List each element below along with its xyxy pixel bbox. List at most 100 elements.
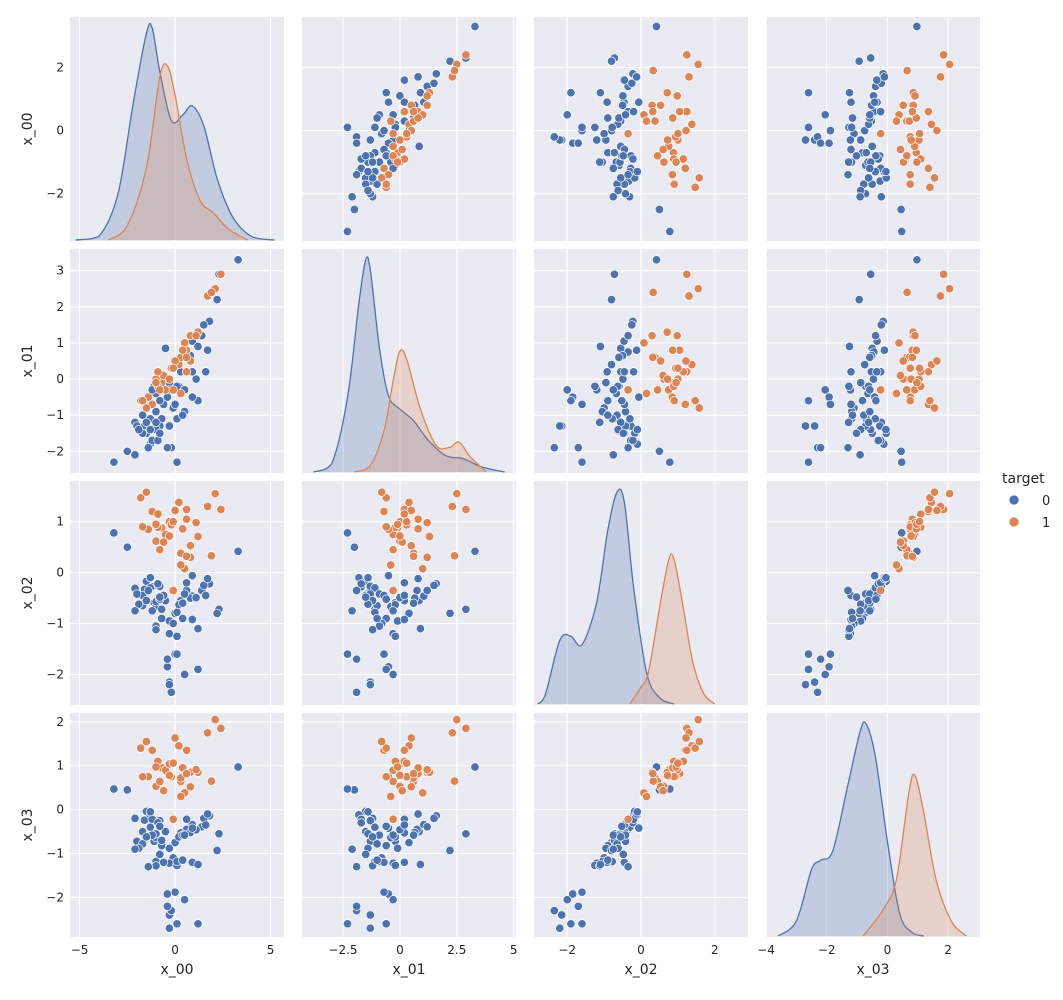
panel-x_02-vs-x_02 — [534, 481, 748, 705]
scatter-point-target-0 — [810, 677, 820, 687]
scatter-point-target-0 — [429, 78, 439, 88]
scatter-point-target-0 — [170, 399, 180, 409]
scatter-point-target-0 — [813, 687, 823, 697]
scatter-point-target-0 — [846, 399, 856, 409]
scatter-point-target-1 — [461, 504, 471, 515]
scatter-point-target-0 — [629, 107, 639, 117]
scatter-point-target-1 — [662, 327, 672, 337]
scatter-point-target-1 — [395, 135, 405, 145]
panel-x_01-vs-x_00: −2 −1 0 1 2 3 x_01 — [20, 249, 284, 473]
scatter-point-target-1 — [667, 170, 677, 180]
scatter-point-target-0 — [461, 604, 471, 614]
scatter-point-target-0 — [370, 122, 380, 132]
scatter-point-target-0 — [627, 320, 637, 330]
legend-title: target — [1002, 471, 1045, 487]
scatter-point-target-1 — [945, 284, 955, 294]
scatter-point-target-1 — [216, 504, 226, 515]
scatter-point-target-0 — [132, 589, 142, 599]
kde-line-target-1 — [107, 63, 249, 241]
scatter-point-target-1 — [906, 135, 916, 145]
scatter-point-target-0 — [122, 446, 132, 456]
scatter-point-target-1 — [155, 385, 165, 395]
scatter-point-target-0 — [577, 919, 587, 929]
scatter-point-target-1 — [876, 129, 886, 139]
scatter-point-target-0 — [404, 608, 414, 618]
scatter-point-target-0 — [872, 367, 882, 377]
scatter-point-target-0 — [193, 624, 203, 634]
scatter-point-target-0 — [865, 606, 875, 616]
scatter-point-target-1 — [447, 728, 457, 738]
scatter-point-target-0 — [212, 295, 222, 305]
scatter-point-target-0 — [422, 822, 432, 832]
scatter-point-target-1 — [386, 116, 396, 126]
y-tick-label: −2 — [46, 667, 64, 681]
scatter-point-target-0 — [616, 832, 626, 842]
scatter-point-target-0 — [352, 585, 362, 596]
scatter-point-target-0 — [147, 606, 157, 616]
scatter-point-target-0 — [619, 367, 629, 377]
scatter-point-target-0 — [881, 573, 891, 583]
scatter-point-target-1 — [650, 116, 660, 126]
scatter-point-target-0 — [130, 606, 140, 616]
scatter-point-target-0 — [153, 579, 163, 589]
legend-label-0: 0 — [1042, 494, 1050, 509]
scatter-point-target-0 — [851, 151, 862, 161]
scatter-point-target-0 — [651, 255, 662, 265]
scatter-point-target-0 — [363, 185, 373, 196]
scatter-point-target-0 — [381, 664, 391, 674]
scatter-point-target-1 — [206, 776, 216, 786]
scatter-point-target-1 — [409, 551, 419, 561]
scatter-point-target-0 — [168, 618, 178, 629]
scatter-point-target-0 — [381, 841, 391, 851]
scatter-point-target-0 — [851, 592, 862, 602]
scatter-point-target-0 — [409, 598, 419, 608]
scatter-point-target-0 — [820, 385, 830, 395]
scatter-point-target-0 — [634, 823, 644, 833]
scatter-point-target-1 — [684, 72, 694, 82]
scatter-point-target-0 — [632, 807, 642, 817]
scatter-point-target-0 — [590, 122, 600, 132]
scatter-point-target-0 — [618, 374, 628, 384]
scatter-point-target-0 — [212, 845, 222, 856]
panel-background — [302, 249, 516, 473]
scatter-point-target-0 — [632, 345, 642, 355]
scatter-point-target-0 — [803, 396, 814, 406]
scatter-point-target-0 — [233, 255, 243, 265]
scatter-point-target-0 — [155, 428, 165, 438]
scatter-point-target-0 — [109, 528, 119, 538]
scatter-point-target-0 — [429, 580, 439, 590]
scatter-point-target-0 — [164, 680, 174, 690]
scatter-point-target-0 — [379, 649, 389, 659]
scatter-point-target-1 — [155, 545, 165, 555]
scatter-point-target-1 — [906, 531, 916, 541]
scatter-point-target-1 — [182, 514, 192, 524]
scatter-point-target-0 — [470, 762, 480, 772]
scatter-point-target-0 — [383, 571, 394, 581]
scatter-point-target-1 — [164, 374, 174, 384]
scatter-point-target-0 — [844, 381, 854, 391]
scatter-point-target-0 — [608, 450, 618, 460]
y-tick-label: 1 — [56, 515, 64, 529]
scatter-point-target-1 — [684, 291, 694, 301]
scatter-point-target-1 — [623, 129, 633, 139]
scatter-point-target-0 — [618, 428, 628, 438]
scatter-point-target-1 — [681, 126, 691, 136]
scatter-point-target-1 — [397, 786, 407, 796]
scatter-point-target-1 — [905, 179, 915, 189]
scatter-point-target-0 — [897, 528, 907, 538]
scatter-point-target-0 — [349, 204, 359, 215]
scatter-point-target-1 — [185, 782, 195, 792]
scatter-point-target-1 — [461, 723, 471, 733]
scatter-point-target-0 — [603, 410, 613, 420]
scatter-point-target-0 — [370, 583, 380, 593]
scatter-point-target-0 — [182, 578, 192, 588]
scatter-point-target-0 — [846, 97, 856, 107]
scatter-point-target-0 — [614, 352, 624, 362]
scatter-point-target-0 — [415, 859, 425, 870]
scatter-point-target-1 — [182, 504, 192, 515]
scatter-point-target-0 — [363, 573, 373, 583]
scatter-point-target-1 — [386, 791, 396, 802]
scatter-point-target-0 — [592, 135, 602, 145]
scatter-point-target-0 — [816, 443, 826, 453]
scatter-point-target-0 — [856, 378, 866, 388]
